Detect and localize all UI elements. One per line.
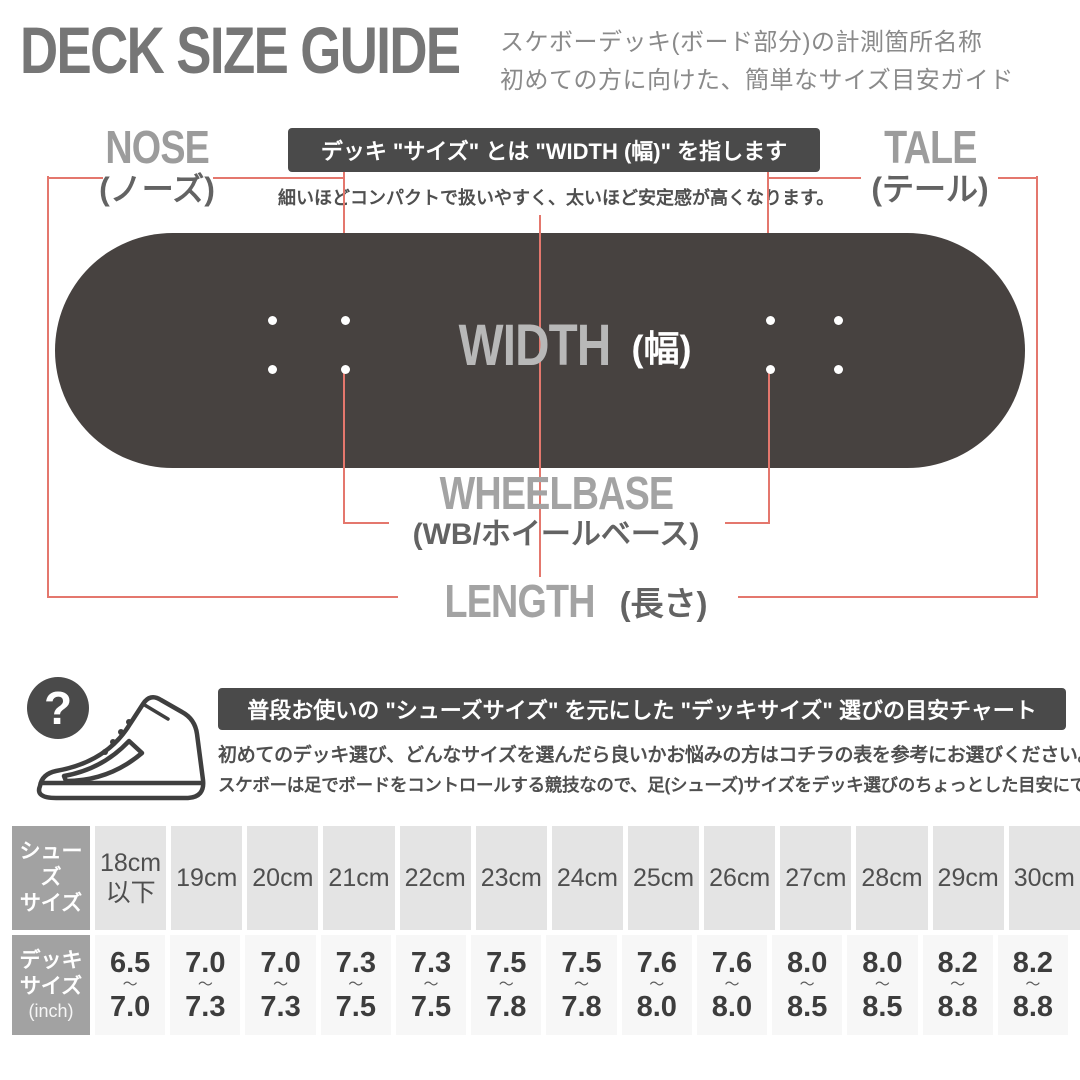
wheelbase-label-jp: (WB/ホイールベース) [412,518,700,551]
deck-size-cell: 7.5 〜 7.8 [471,935,542,1035]
shoe-size-cell: 20cm [247,826,319,930]
measure-line-nose-vertical [343,133,345,233]
truck-hole [268,316,277,325]
size-chart-banner: 普段お使いの "シューズサイズ" を元にした "デッキサイズ" 選びの目安チャー… [218,688,1066,730]
deck-size-cell: 8.0 〜 8.5 [772,935,843,1035]
measure-line-length-h1 [47,596,407,598]
deck-size-cell: 6.5 〜 7.0 [95,935,166,1035]
deck-size-cell: 7.3 〜 7.5 [320,935,391,1035]
size-chart-description: 初めてのデッキ選び、どんなサイズを選んだら良いかお悩みの方はコチラの表を参考にお… [218,742,1080,800]
question-mark: ? [44,682,72,734]
deck-size-cell: 7.6 〜 8.0 [696,935,768,1035]
length-label-jp: (長さ) [619,585,708,622]
measure-line-right-vertical [1036,176,1038,598]
deck-size-row-label: デッキ サイズ (inch) [12,935,90,1035]
tale-label-en: TALE [883,121,977,173]
shoe-size-cell: 21cm [323,826,395,930]
question-circle [27,677,89,739]
width-label-en: WIDTH [459,313,612,378]
shoe-size-cell: 26cm [704,826,776,930]
sneaker-swoosh [61,738,145,784]
shoe-size-cell: 25cm [627,826,700,930]
shoe-size-cell: 27cm [780,826,852,930]
measure-line-wb-h1 [343,522,389,524]
deck-size-cell: 7.6 〜 8.0 [621,935,692,1035]
truck-hole [341,316,350,325]
measure-line-nose-h1 [47,177,103,179]
shoe-size-cell: 24cm [551,826,623,930]
shoe-size-cell: 30cm [1008,826,1080,930]
truck-hole [834,316,843,325]
shoe-size-cell: 19cm [171,826,243,930]
shoe-size-row: シューズ サイズ 18cm以下 19cm 20cm 21cm 22cm 23cm 24cm 2… [12,826,1080,930]
width-definition-note: 細いほどコンパクトで扱いやすく、太いほど安定感が高くなります。 [278,188,835,208]
size-chart-banner-text: 普段お使いの "シューズサイズ" を元にした "デッキサイズ" 選びの目安チャー… [247,698,1037,723]
page-subtitle: スケボーデッキ(ボード部分)の計測箇所名称 初めての方に向けた、簡単なサイズ目安… [500,24,1014,101]
shoe-size-cell: 28cm [856,826,928,930]
shoe-size-cell: 18cm以下 [95,826,167,930]
nose-label-en: NOSE [105,121,209,173]
measure-line-length-h2 [730,596,1038,598]
shoe-size-cell: 22cm [399,826,471,930]
subtitle-line-2: 初めての方に向けた、簡単なサイズ目安ガイド [500,67,1014,95]
wheelbase-label-en: WHEELBASE [439,467,673,519]
wheelbase-label: WHEELBASE (WB/ホイールベース) [376,470,736,553]
deck-size-cell: 7.3 〜 7.5 [395,935,467,1035]
deck-size-cell: 8.0 〜 8.5 [847,935,918,1035]
measure-line-tale-h2 [998,177,1038,179]
measure-line-center-vertical [539,215,541,596]
deck-size-cell: 7.0 〜 7.3 [245,935,316,1035]
page-title: DECK SIZE GUIDE [20,13,569,87]
subtitle-line-1: スケボーデッキ(ボード部分)の計測箇所名称 [500,29,983,56]
measure-line-nose-h2 [213,177,345,179]
shoe-size-cell: 23cm [475,826,547,930]
description-line-1: 初めてのデッキ選び、どんなサイズを選んだら良いかお悩みの方はコチラの表を参考にお… [218,745,1080,766]
shoe-size-row-label: シューズ サイズ [12,826,90,930]
measure-line-tale-h1 [767,177,861,179]
truck-hole [766,365,775,374]
deck-row-label-line3: (inch) [28,1001,74,1021]
width-label: WIDTH (幅) [402,317,732,375]
width-definition-banner: デッキ "サイズ" とは "WIDTH (幅)" を指します [288,128,820,172]
nose-label: NOSE (ノーズ) [52,121,262,207]
tale-label-jp: (テール) [871,170,989,207]
sneaker-lace-dots [102,719,132,755]
deck-size-cell: 7.5 〜 7.8 [546,935,617,1035]
measure-line-wheelbase-right [768,369,770,523]
truck-hole [834,365,843,374]
description-line-2: スケボーは足でボードをコントロールする競技なので、足(シューズ)サイズをデッキ選… [218,774,1080,795]
truck-hole [766,316,775,325]
deck-size-cell: 8.2 〜 8.8 [922,935,993,1035]
length-label: LENGTH (長さ) [398,577,738,625]
deck-size-cell: 7.0 〜 7.3 [170,935,241,1035]
shoe-row-label-line2: サイズ [19,892,83,916]
shoe-size-cell: 29cm [932,826,1004,930]
nose-label-jp: (ノーズ) [99,170,215,207]
deck-size-row: デッキ サイズ (inch) 6.5 〜 7.0 7.0 〜 7.3 7.0 〜 7.3 7.3 〜… [12,935,1068,1035]
sneaker-collar-line [141,702,170,721]
tale-label: TALE (テール) [825,121,1035,207]
deck-row-label-line2: サイズ [19,974,83,998]
size-table: シューズ サイズ 18cm以下 19cm 20cm 21cm 22cm 23cm 24cm 2… [12,826,1080,1035]
length-label-en: LENGTH [444,575,596,627]
deck-row-label-line1: デッキ [19,948,83,972]
measure-line-wb-h2 [725,522,770,524]
page-title-text: DECK SIZE GUIDE [20,13,461,87]
width-label-jp: (幅) [631,328,692,369]
width-definition-banner-text: デッキ "サイズ" とは "WIDTH (幅)" を指します [320,139,788,164]
measure-line-wheelbase-left [343,369,345,523]
measure-line-tale-vertical [767,133,769,233]
measure-line-left-vertical [47,176,49,598]
sneaker-illustration: ? [27,677,206,801]
truck-hole [341,365,350,374]
shoe-row-label-line1: シューズ [19,839,83,889]
deck-size-cell: 8.2 〜 8.8 [997,935,1068,1035]
truck-hole [268,365,277,374]
